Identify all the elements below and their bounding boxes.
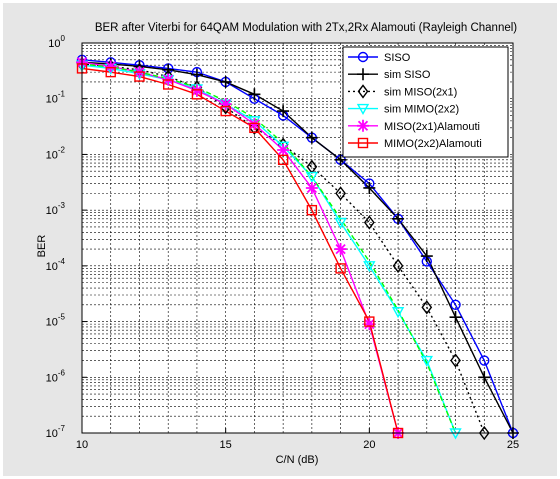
y-axis-ticks: 100 10-1 10-2 10-3 10-4 10-5 10-6 10-7 — [46, 34, 87, 440]
data-point-5 — [305, 181, 318, 194]
data-point-2 — [334, 153, 347, 166]
legend-box — [342, 46, 509, 158]
series-line-6 — [81, 63, 457, 434]
y-tick-label: 10-2 — [46, 145, 66, 161]
data-point-7 — [191, 89, 203, 100]
data-point-4 — [305, 171, 319, 184]
x-tick-label: 20 — [363, 439, 375, 451]
data-point-7 — [335, 263, 346, 274]
data-point-2 — [363, 181, 376, 194]
y-tick-label: 10-3 — [46, 201, 66, 217]
y-tick-label: 10-6 — [46, 368, 66, 384]
data-point-5 — [219, 98, 232, 111]
data-point-2 — [190, 68, 203, 81]
data-point-3 — [478, 425, 490, 441]
x-axis-ticks: 10 15 20 25 — [76, 428, 519, 451]
data-point-4 — [363, 261, 376, 273]
data-point-2 — [392, 212, 405, 225]
x-axis-label: C/N (dB) — [276, 454, 319, 466]
series-line-1 — [81, 59, 514, 434]
legend-label: sim MIMO(2x2) — [384, 104, 459, 116]
legend-marker — [357, 68, 369, 81]
legend-label: MIMO(2x2)Alamouti — [384, 138, 482, 150]
data-point-7 — [220, 105, 231, 117]
y-tick-label: 10-1 — [46, 90, 66, 106]
data-point-3 — [421, 300, 433, 315]
data-point-4 — [420, 355, 433, 367]
data-point-1 — [479, 355, 490, 366]
legend-label: sim SISO — [384, 69, 431, 81]
data-point-2 — [248, 88, 261, 101]
y-tick-label: 10-7 — [46, 424, 66, 440]
legend-marker — [357, 51, 369, 63]
legend-items: SISO sim SISO sim MISO(2x1) sim MIMO(2x2) MI… — [348, 51, 482, 150]
y-tick-label: 100 — [48, 34, 65, 50]
data-point-7 — [249, 122, 260, 134]
data-point-5 — [190, 84, 203, 97]
data-point-7 — [134, 71, 145, 82]
data-point-7 — [105, 66, 116, 78]
data-point-3 — [450, 353, 461, 368]
data-point-2 — [420, 250, 433, 263]
x-tick-label: 25 — [507, 439, 519, 451]
data-point-5 — [104, 60, 117, 73]
y-tick-label: 10-5 — [46, 313, 66, 329]
legend-label: sim MISO(2x1) — [384, 86, 457, 98]
data-point-7 — [306, 204, 318, 216]
data-point-5 — [363, 318, 376, 331]
data-point-7 — [277, 154, 289, 166]
y-axis-label: BER — [36, 235, 48, 258]
data-point-3 — [363, 215, 375, 230]
chart-title: BER after Viterbi for 64QAM Modulation w… — [95, 22, 517, 34]
x-tick-label: 15 — [220, 439, 232, 451]
legend-marker — [357, 137, 369, 149]
data-point-5 — [248, 118, 261, 131]
data-point-4 — [391, 307, 405, 319]
data-point-2 — [305, 131, 318, 144]
data-point-2 — [219, 75, 232, 88]
data-point-3 — [220, 100, 232, 115]
legend-marker — [357, 84, 369, 99]
y-tick-label: 10-4 — [46, 257, 66, 273]
data-point-4 — [334, 217, 347, 229]
series-line-2 — [81, 61, 514, 434]
data-point-2 — [277, 105, 290, 118]
data-point-1 — [450, 299, 461, 310]
data-point-5 — [334, 243, 347, 256]
data-point-7 — [162, 79, 174, 90]
data-point-7 — [364, 316, 375, 327]
legend-marker — [356, 103, 370, 116]
data-point-3 — [392, 258, 404, 274]
data-point-2 — [478, 371, 491, 384]
legend-label: SISO — [384, 52, 411, 64]
data-point-2 — [449, 311, 462, 324]
legend-marker — [357, 119, 369, 132]
axes-frame — [81, 42, 514, 434]
x-tick-label: 10 — [76, 439, 88, 451]
data-point-5 — [277, 144, 290, 157]
legend: SISO sim SISO sim MISO(2x1) sim MIMO(2x2) MI… — [342, 46, 509, 158]
data-point-3 — [335, 186, 346, 201]
legend-label: MISO(2x1)Alamouti — [384, 121, 480, 133]
